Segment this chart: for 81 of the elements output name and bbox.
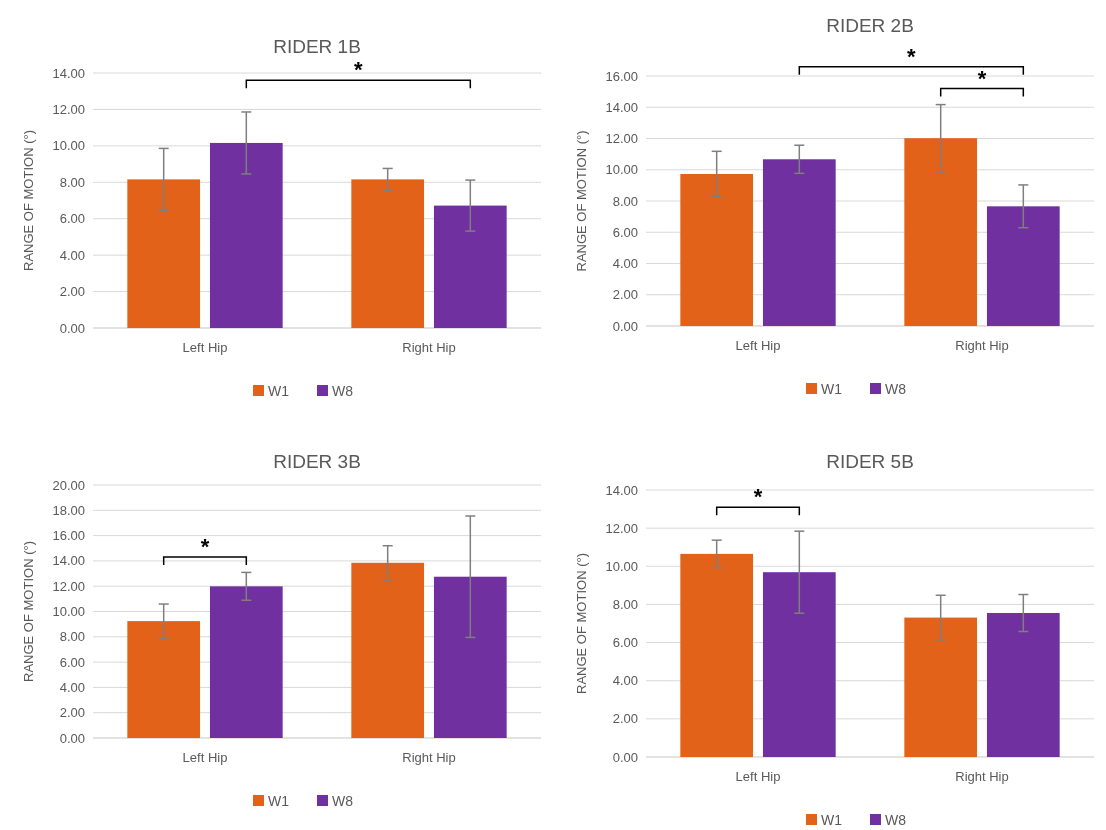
y-tick-label: 6.00 <box>59 654 85 670</box>
x-tick-label: Right Hip <box>955 338 1009 353</box>
y-tick-label: 14.00 <box>52 65 85 81</box>
y-axis-title: RANGE OF MOTION (°) <box>21 130 36 271</box>
y-tick-label: 6.00 <box>612 224 638 240</box>
bar <box>433 576 507 738</box>
bar <box>762 572 836 757</box>
legend-label: W1 <box>821 380 843 397</box>
y-tick-label: 0.00 <box>612 749 638 765</box>
y-tick-label: 10.00 <box>52 138 85 154</box>
text: * <box>907 43 917 69</box>
x-tick-label: Left Hip <box>182 750 228 765</box>
bar <box>351 179 425 328</box>
y-tick-label: 8.00 <box>612 193 638 209</box>
chart-title: RIDER 3B <box>273 451 361 472</box>
bar <box>904 138 978 326</box>
x-tick-label: Left Hip <box>182 340 228 355</box>
x-tick-label: Right Hip <box>402 750 456 765</box>
y-tick-label: 4.00 <box>612 256 638 272</box>
legend-label: W8 <box>885 811 907 828</box>
y-axis-title: RANGE OF MOTION (°) <box>574 553 589 694</box>
bar <box>127 621 201 738</box>
bar <box>209 142 283 328</box>
y-tick-label: 8.00 <box>59 629 85 645</box>
legend-label: W1 <box>268 382 290 399</box>
y-tick-label: 14.00 <box>605 482 638 498</box>
y-tick-label: 14.00 <box>52 553 85 569</box>
y-tick-label: 6.00 <box>59 211 85 227</box>
bar <box>351 562 425 738</box>
y-tick-label: 12.00 <box>605 520 638 536</box>
y-tick-label: 12.00 <box>605 131 638 147</box>
chart-title: RIDER 2B <box>826 15 914 36</box>
x-tick-label: Left Hip <box>735 769 781 784</box>
y-tick-label: 10.00 <box>605 558 638 574</box>
bar <box>209 586 283 738</box>
y-tick-label: 2.00 <box>612 711 638 727</box>
bar <box>904 617 978 757</box>
y-tick-label: 14.00 <box>605 99 638 115</box>
y-tick-label: 0.00 <box>612 318 638 334</box>
y-tick-label: 4.00 <box>59 247 85 263</box>
chart-title: RIDER 5B <box>826 451 914 472</box>
y-tick-label: 16.00 <box>52 528 85 544</box>
y-tick-label: 2.00 <box>612 287 638 303</box>
y-tick-label: 4.00 <box>612 673 638 689</box>
x-tick-label: Left Hip <box>735 338 781 353</box>
bar <box>680 553 754 757</box>
y-tick-label: 16.00 <box>605 68 638 84</box>
y-tick-label: 18.00 <box>52 502 85 518</box>
legend-label: W8 <box>885 380 907 397</box>
annotation: * <box>753 484 763 510</box>
x-tick-label: Right Hip <box>402 340 456 355</box>
y-tick-label: 0.00 <box>59 730 85 746</box>
bar <box>762 159 836 326</box>
bar <box>433 205 507 328</box>
y-tick-label: 6.00 <box>612 635 638 651</box>
y-tick-label: 10.00 <box>52 604 85 620</box>
y-tick-label: 4.00 <box>59 679 85 695</box>
x-tick-label: Right Hip <box>955 769 1009 784</box>
legend-label: W8 <box>332 382 354 399</box>
annotation: * <box>354 57 364 83</box>
y-tick-label: 12.00 <box>52 101 85 117</box>
bar <box>986 613 1060 757</box>
legend-label: W8 <box>332 792 354 809</box>
bar <box>127 179 201 328</box>
y-tick-label: 10.00 <box>605 162 638 178</box>
y-tick-label: 8.00 <box>59 174 85 190</box>
bar <box>680 173 754 326</box>
legend-label: W1 <box>821 811 843 828</box>
y-axis-title: RANGE OF MOTION (°) <box>21 541 36 682</box>
y-tick-label: 12.00 <box>52 578 85 594</box>
y-axis-title: RANGE OF MOTION (°) <box>574 130 589 272</box>
chart-title: RIDER 1B <box>273 36 361 57</box>
legend-label: W1 <box>268 792 290 809</box>
annotation: * <box>200 534 210 560</box>
y-tick-label: 0.00 <box>59 320 85 336</box>
y-tick-label: 20.00 <box>52 477 85 493</box>
y-tick-label: 2.00 <box>59 705 85 721</box>
bar <box>986 206 1060 326</box>
y-tick-label: 2.00 <box>59 284 85 300</box>
y-tick-label: 8.00 <box>612 596 638 612</box>
annotation: * <box>977 65 987 91</box>
